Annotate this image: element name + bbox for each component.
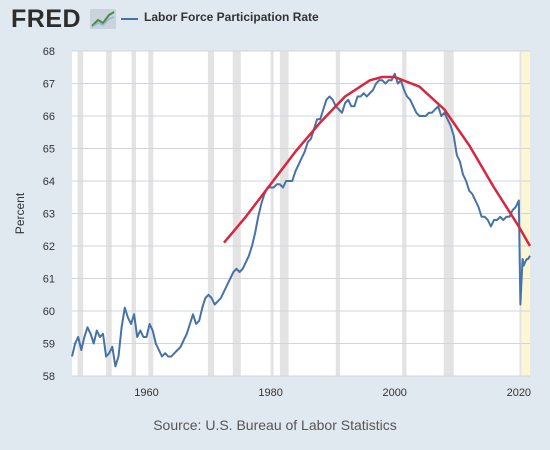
- fred-logo[interactable]: FRED: [11, 5, 82, 33]
- y-tick-label: 67: [43, 79, 55, 91]
- x-tick-label: 2020: [507, 387, 531, 399]
- y-tick-label: 63: [43, 209, 55, 221]
- line-chart: 58 59 60 61 62 63 64 65 66 67 68 1960 1980 2000 2020 P…: [13, 46, 532, 399]
- gridlines: [72, 50, 530, 377]
- y-tick-label: 58: [43, 371, 55, 383]
- y-tick-label: 61: [43, 274, 55, 286]
- trend-arc-line: [223, 75, 532, 247]
- tick-labels: 58 59 60 61 62 63 64 65 66 67 68 1960 1980 2000 2020: [43, 46, 531, 399]
- y-tick-label: 60: [43, 306, 55, 318]
- source-note: Source: U.S. Bureau of Labor Statistics: [153, 417, 397, 433]
- legend-label[interactable]: Labor Force Participation Rate: [144, 10, 319, 24]
- y-axis-title: Percent: [13, 192, 27, 234]
- x-tick-label: 1980: [258, 387, 282, 399]
- x-tick-label: 1960: [134, 387, 158, 399]
- legend-swatch: [121, 18, 138, 20]
- y-tick-label: 65: [43, 144, 55, 156]
- participation-rate-line: [71, 72, 531, 368]
- y-tick-label: 68: [43, 46, 55, 58]
- chart-header: FRED Labor Force Participation Rate: [0, 0, 550, 40]
- y-tick-label: 64: [43, 176, 55, 188]
- y-tick-label: 59: [43, 339, 55, 351]
- series-layer: [71, 72, 532, 368]
- x-tick-label: 2000: [382, 387, 406, 399]
- y-tick-label: 66: [43, 111, 55, 123]
- y-tick-label: 62: [43, 241, 55, 253]
- line-chart-icon: [90, 9, 116, 34]
